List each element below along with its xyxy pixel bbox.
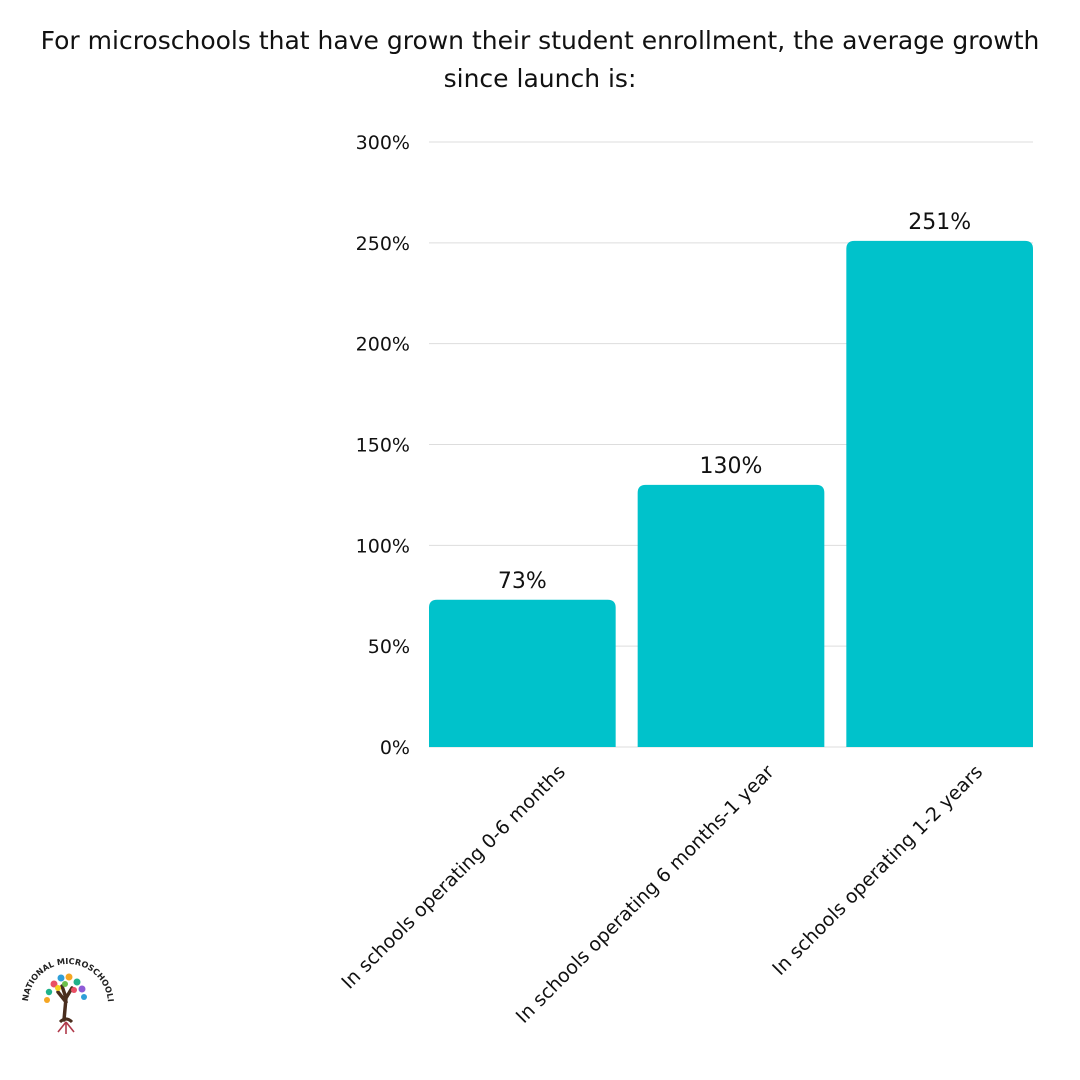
y-tick-label: 250% (356, 233, 410, 255)
y-tick-label: 300% (356, 132, 410, 154)
bar-value-label: 251% (908, 210, 971, 235)
bar-value-label: 130% (700, 454, 763, 479)
chart-title: For microschools that have grown their s… (40, 26, 1040, 93)
x-category-label: In schools operating 0-6 months (337, 761, 570, 994)
bars (429, 240, 1033, 748)
national-microschooling-center-logo: NATIONAL MICROSCHOOLING CENTER (11, 934, 120, 1038)
bar-value-label: 73% (498, 569, 547, 594)
value-labels: 73% 130% 251% (498, 210, 971, 594)
bar (429, 599, 616, 747)
y-tick-label: 200% (356, 334, 410, 356)
x-category-label: In schools operating 1-2 years (768, 761, 987, 980)
bar (637, 484, 825, 747)
y-tick-label: 50% (368, 636, 410, 658)
y-tick-label: 0% (380, 737, 410, 759)
tree-logo-icon: NATIONAL MICROSCHOOLING CENTER (11, 934, 116, 1034)
x-category-label: In schools operating 6 months-1 year (512, 761, 779, 1028)
bar (846, 240, 1033, 748)
y-tick-label: 150% (356, 435, 410, 457)
y-tick-label: 100% (356, 535, 410, 557)
y-axis-ticks: 0% 50% 100% 150% 200% 250% 300% (356, 132, 410, 759)
